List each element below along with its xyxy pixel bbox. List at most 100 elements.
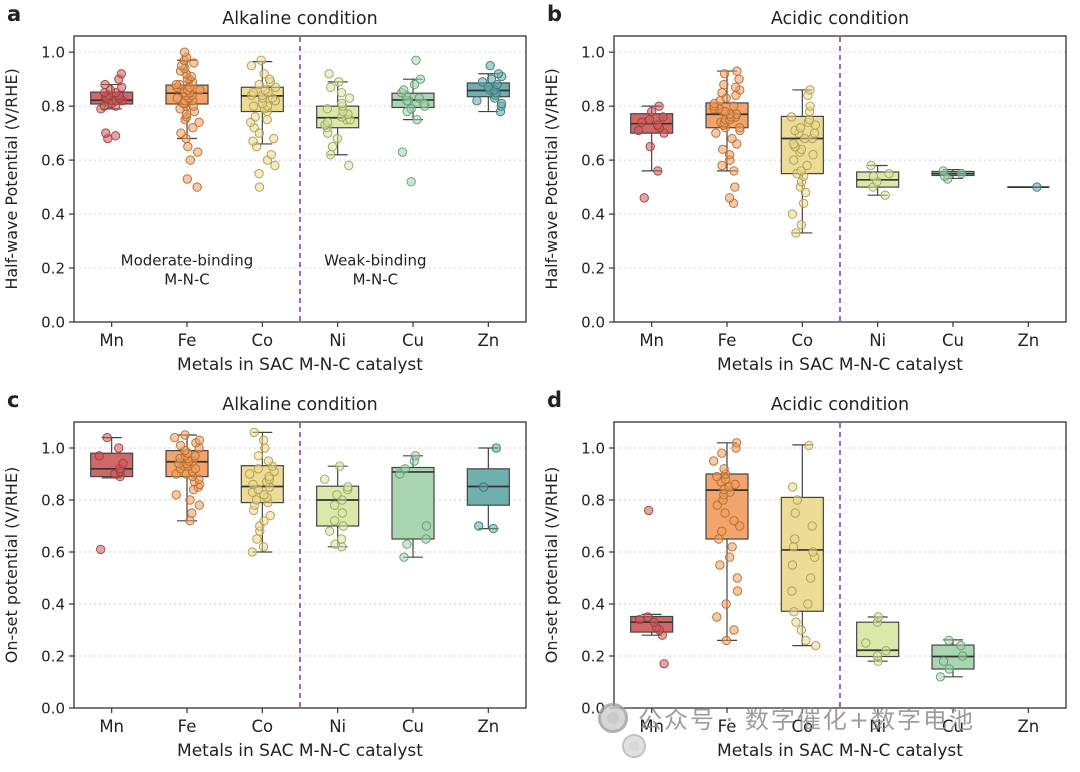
panel-letter: d xyxy=(547,388,562,412)
y-tick-label: 0.0 xyxy=(41,314,65,332)
boxplot-chart-b: 0.0 0.2 0.4 0.6 0.8 1.0 Mn Fe Co Ni Cu Zn Metals in … xyxy=(542,2,1067,375)
y-tick-label: 1.0 xyxy=(581,44,605,62)
boxplot-a-fe xyxy=(165,47,209,192)
y-tick-label: 0.2 xyxy=(41,648,65,666)
x-tick-label-fe: Fe xyxy=(178,331,197,350)
x-axis-label: Metals in SAC M-N-C catalyst xyxy=(717,741,963,761)
boxplot-d-mn xyxy=(630,505,674,669)
y-tick-label: 0.4 xyxy=(581,596,605,614)
y-tick-label: 0.4 xyxy=(41,206,65,224)
y-tick-label: 0.6 xyxy=(41,544,65,562)
y-tick-label: 0.2 xyxy=(581,260,605,278)
binding-annotation: M-N-C xyxy=(164,270,209,288)
boxplot-c-zn xyxy=(466,443,510,534)
boxplot-c-co xyxy=(240,427,284,557)
panel-title: Alkaline condition xyxy=(222,9,377,29)
panel-title: Acidic condition xyxy=(771,9,909,29)
y-tick-label: 0.8 xyxy=(41,98,65,116)
boxplot-b-cu xyxy=(931,166,975,184)
scatter-a-cu xyxy=(396,55,430,187)
y-tick-label: 0.4 xyxy=(41,596,65,614)
scatter-c-fe xyxy=(170,430,205,526)
y-tick-label: 1.0 xyxy=(41,44,65,62)
x-axis-label: Metals in SAC M-N-C catalyst xyxy=(177,355,423,375)
y-tick-label: 0.6 xyxy=(581,152,605,170)
x-tick-label-mn: Mn xyxy=(639,331,664,350)
y-tick-label: 0.0 xyxy=(41,700,65,718)
axis-ticks: 0.0 0.2 0.4 0.6 0.8 1.0 Mn Fe Co Ni Cu Zn xyxy=(581,440,1039,737)
binding-annotation: Weak-binding xyxy=(324,251,426,269)
x-tick-label-cu: Cu xyxy=(402,331,424,350)
y-axis-label: On-set potential (V/RHE) xyxy=(542,467,561,663)
boxplot-chart-d: 0.0 0.2 0.4 0.6 0.8 1.0 Mn Fe Co Ni Cu Zn Metals in … xyxy=(542,388,1067,761)
boxplot-a-ni xyxy=(316,69,360,171)
axis-ticks: 0.0 0.2 0.4 0.6 0.8 1.0 Mn Fe Co Ni Cu Zn xyxy=(41,44,499,350)
x-tick-label-ni: Ni xyxy=(869,717,886,736)
boxplot-c-cu xyxy=(391,451,435,562)
x-tick-label-mn: Mn xyxy=(99,331,124,350)
panel-letter: a xyxy=(7,2,21,26)
x-tick-label-cu: Cu xyxy=(942,717,964,736)
boxplot-c-mn xyxy=(90,432,134,555)
panel-b: 0.0 0.2 0.4 0.6 0.8 1.0 Mn Fe Co Ni Cu Zn Metals in … xyxy=(540,0,1080,386)
y-axis-label: On-set potential (V/RHE) xyxy=(2,467,21,663)
y-tick-label: 0.6 xyxy=(41,152,65,170)
scatter-c-zn xyxy=(474,443,501,534)
x-tick-label-fe: Fe xyxy=(718,331,737,350)
binding-annotation: M-N-C xyxy=(353,270,398,288)
boxplot-d-fe xyxy=(705,438,749,646)
y-tick-label: 0.2 xyxy=(581,648,605,666)
boxplot-d-co xyxy=(780,440,824,651)
scatter-d-mn xyxy=(635,505,669,669)
y-tick-label: 1.0 xyxy=(581,440,605,458)
y-tick-label: 0.0 xyxy=(581,700,605,718)
y-tick-label: 0.6 xyxy=(581,544,605,562)
x-tick-label-mn: Mn xyxy=(639,717,664,736)
scatter-a-mn xyxy=(96,69,127,144)
scatter-a-co xyxy=(245,55,281,192)
scatter-d-fe xyxy=(708,438,745,646)
x-tick-label-mn: Mn xyxy=(99,717,124,736)
plot-border xyxy=(73,421,527,709)
y-tick-label: 0.8 xyxy=(581,492,605,510)
y-axis-label: Half-wave Potential (V/RHE) xyxy=(542,68,561,289)
scatter-d-cu xyxy=(935,635,968,682)
panel-a: 0.0 0.2 0.4 0.6 0.8 1.0 Mn Fe Co Ni Cu Zn Metals in … xyxy=(0,0,540,386)
y-tick-label: 1.0 xyxy=(41,440,65,458)
x-axis-label: Metals in SAC M-N-C catalyst xyxy=(177,741,423,761)
panel-letter: c xyxy=(7,388,19,412)
plot-border xyxy=(73,35,527,323)
y-tick-label: 0.0 xyxy=(581,314,605,332)
x-tick-label-ni: Ni xyxy=(329,717,346,736)
boxplot-chart-c: 0.0 0.2 0.4 0.6 0.8 1.0 Mn Fe Co Ni Cu Zn Metals in … xyxy=(2,388,527,761)
panel-title: Alkaline condition xyxy=(222,395,377,415)
scatter-b-fe xyxy=(709,66,745,208)
scatter-d-ni xyxy=(861,612,891,666)
x-axis-label: Metals in SAC M-N-C catalyst xyxy=(717,355,963,375)
boxplot-b-mn xyxy=(630,101,674,203)
x-tick-label-fe: Fe xyxy=(178,717,197,736)
x-tick-label-co: Co xyxy=(792,331,814,350)
boxplot-d-ni xyxy=(856,612,900,666)
panel-c: 0.0 0.2 0.4 0.6 0.8 1.0 Mn Fe Co Ni Cu Zn Metals in … xyxy=(0,386,540,772)
scatter-b-cu xyxy=(938,166,967,184)
scatter-b-mn xyxy=(633,101,669,203)
boxplot-c-ni xyxy=(316,461,360,552)
binding-annotation: Moderate-binding xyxy=(121,251,254,269)
scatter-c-cu xyxy=(394,451,432,562)
y-tick-label: 0.2 xyxy=(41,260,65,278)
x-tick-label-co: Co xyxy=(252,331,274,350)
panel-letter: b xyxy=(547,2,562,26)
x-tick-label-fe: Fe xyxy=(718,717,737,736)
axis-ticks: 0.0 0.2 0.4 0.6 0.8 1.0 Mn Fe Co Ni Cu Zn xyxy=(581,44,1039,350)
plot-border xyxy=(613,421,1067,709)
plot-border xyxy=(613,35,1067,323)
x-tick-label-co: Co xyxy=(252,717,274,736)
panel-d: 0.0 0.2 0.4 0.6 0.8 1.0 Mn Fe Co Ni Cu Zn Metals in … xyxy=(540,386,1080,772)
x-tick-label-zn: Zn xyxy=(1017,331,1039,350)
boxplot-a-cu xyxy=(391,55,435,187)
y-axis-label: Half-wave Potential (V/RHE) xyxy=(2,68,21,289)
scatter-b-zn xyxy=(1032,182,1042,192)
y-tick-label: 0.8 xyxy=(41,492,65,510)
